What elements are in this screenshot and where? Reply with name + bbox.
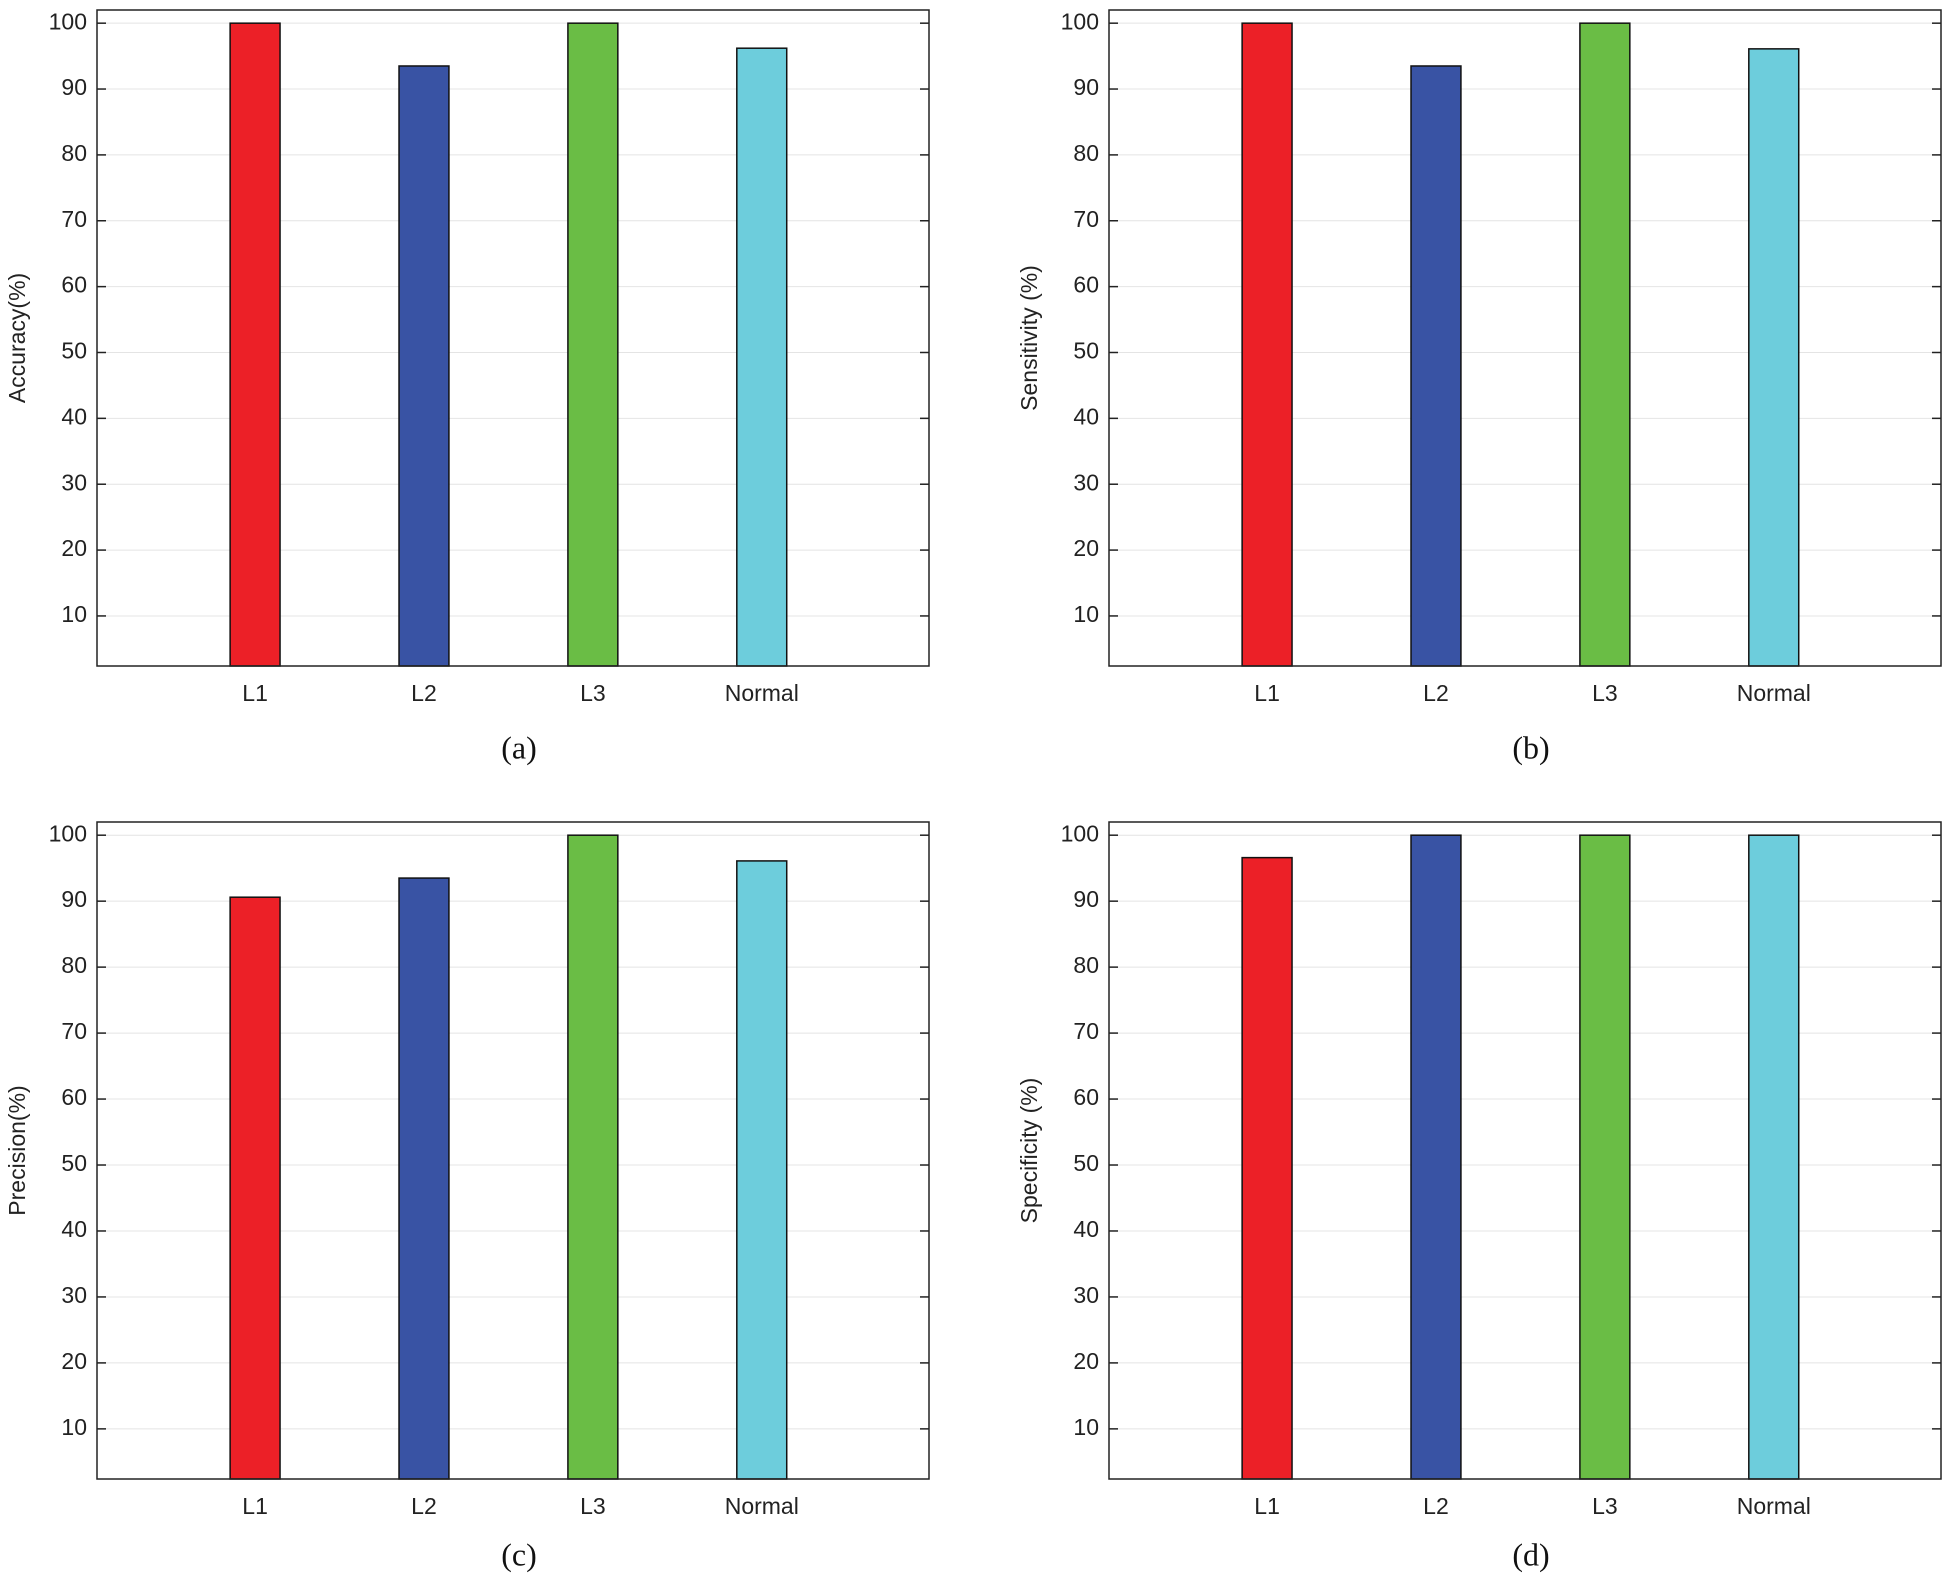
bar [567, 22, 619, 667]
y-tick-label: 100 [49, 8, 87, 34]
x-tick-label: L2 [411, 680, 437, 706]
y-tick-label: 30 [61, 469, 87, 495]
y-tick-label: 10 [1073, 601, 1099, 627]
y-axis-label: Specificity (%) [1016, 1078, 1042, 1224]
y-tick-label: 60 [61, 272, 87, 298]
panel-caption: (a) [501, 729, 537, 765]
y-tick-label: 40 [61, 403, 87, 429]
bar [736, 47, 788, 667]
y-tick-label: 70 [1073, 206, 1099, 232]
x-tick-label: L1 [1254, 680, 1280, 706]
panel-caption: (d) [1512, 1536, 1549, 1572]
bar [398, 65, 450, 667]
x-tick-label: L1 [242, 1493, 268, 1519]
plot-frame [1108, 9, 1942, 667]
plot-frame [96, 9, 930, 667]
y-tick-label: 70 [61, 206, 87, 232]
y-tick-label: 60 [1073, 1084, 1099, 1110]
y-tick-label: 30 [61, 1282, 87, 1308]
panel-caption: (b) [1512, 729, 1549, 765]
y-tick-label: 20 [61, 1348, 87, 1374]
bar [398, 877, 450, 1480]
x-tick-label: L2 [1423, 1493, 1449, 1519]
y-tick-label: 80 [1073, 140, 1099, 166]
y-tick-label: 90 [61, 74, 87, 100]
bar [1748, 834, 1800, 1480]
y-tick-label: 10 [61, 601, 87, 627]
y-tick-label: 10 [61, 1414, 87, 1440]
y-tick-label: 80 [1073, 952, 1099, 978]
bar [1241, 22, 1293, 667]
y-axis-label: Precision(%) [4, 1085, 30, 1215]
y-tick-label: 40 [1073, 403, 1099, 429]
y-tick-label: 50 [61, 1150, 87, 1176]
bar [1579, 22, 1631, 667]
y-tick-label: 10 [1073, 1414, 1099, 1440]
y-tick-label: 80 [61, 140, 87, 166]
x-tick-label: L3 [580, 680, 606, 706]
bar [1748, 48, 1800, 667]
y-tick-label: 30 [1073, 469, 1099, 495]
x-tick-label: Normal [1737, 1493, 1811, 1519]
bar [1410, 65, 1462, 667]
x-tick-label: L3 [1592, 1493, 1618, 1519]
y-tick-label: 70 [1073, 1018, 1099, 1044]
plot-frame [1108, 821, 1942, 1480]
x-tick-label: L1 [1254, 1493, 1280, 1519]
y-tick-label: 40 [1073, 1216, 1099, 1242]
bar [229, 22, 281, 667]
x-tick-label: L3 [580, 1493, 606, 1519]
y-tick-label: 20 [1073, 1348, 1099, 1374]
x-tick-label: Normal [725, 680, 799, 706]
y-tick-label: 100 [1061, 8, 1099, 34]
y-tick-label: 40 [61, 1216, 87, 1242]
bar [1579, 834, 1631, 1480]
x-tick-label: L3 [1592, 680, 1618, 706]
y-tick-label: 50 [1073, 338, 1099, 364]
bar [1241, 856, 1293, 1480]
bar [1410, 834, 1462, 1480]
y-tick-label: 20 [1073, 535, 1099, 561]
panel-caption: (c) [501, 1536, 537, 1572]
y-tick-label: 50 [61, 338, 87, 364]
y-tick-label: 80 [61, 952, 87, 978]
x-tick-label: L2 [1423, 680, 1449, 706]
y-tick-label: 100 [1061, 820, 1099, 846]
bar [567, 834, 619, 1480]
y-tick-label: 70 [61, 1018, 87, 1044]
x-tick-label: L1 [242, 680, 268, 706]
x-tick-label: Normal [725, 1493, 799, 1519]
y-tick-label: 100 [49, 820, 87, 846]
y-tick-label: 60 [1073, 272, 1099, 298]
y-tick-label: 30 [1073, 1282, 1099, 1308]
y-tick-label: 90 [1073, 886, 1099, 912]
y-tick-label: 90 [61, 886, 87, 912]
y-tick-label: 50 [1073, 1150, 1099, 1176]
x-tick-label: Normal [1737, 680, 1811, 706]
y-tick-label: 60 [61, 1084, 87, 1110]
plot-frame [96, 821, 930, 1480]
y-tick-label: 90 [1073, 74, 1099, 100]
y-axis-label: Accuracy(%) [4, 273, 30, 403]
x-tick-label: L2 [411, 1493, 437, 1519]
bar [736, 860, 788, 1480]
bar [229, 896, 281, 1480]
y-axis-label: Sensitivity (%) [1016, 265, 1042, 411]
y-tick-label: 20 [61, 535, 87, 561]
